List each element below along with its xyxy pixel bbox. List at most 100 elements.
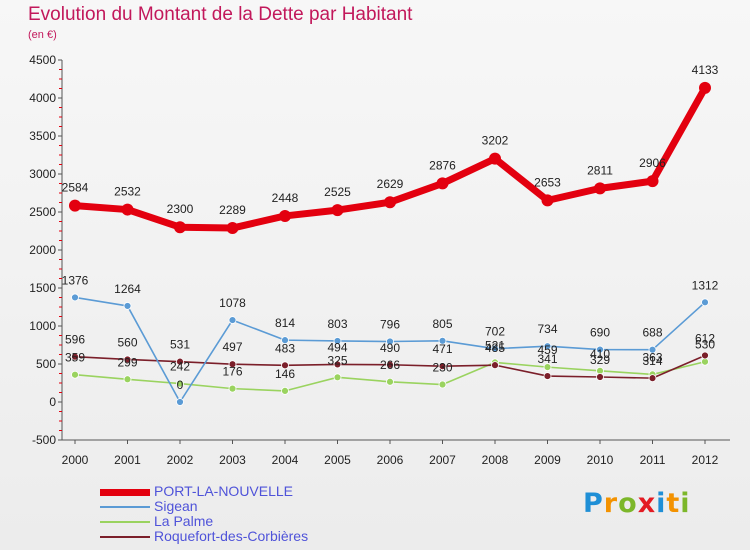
data-label: 702 [485,325,505,339]
data-label: 497 [222,340,242,354]
data-point [226,222,239,235]
brand-letter: r [603,488,619,519]
legend-label: Roquefort-des-Corbières [154,528,309,544]
x-tick-label: 2009 [534,453,561,467]
data-point [596,373,604,381]
data-label: 521 [485,338,505,352]
data-label: 359 [65,351,85,365]
x-tick-label: 2000 [62,453,89,467]
data-point [648,345,657,354]
x-tick-label: 2008 [482,453,509,467]
data-point [386,360,394,369]
legend-label: Sigean [154,498,198,514]
data-point [491,344,499,353]
legend-label: La Palme [154,513,214,529]
y-tick-label: 4500 [29,53,56,67]
chart-subtitle: (en €) [28,29,57,41]
data-label: 2876 [429,158,456,172]
data-point [228,384,237,393]
data-label: 2653 [534,175,561,189]
y-tick-label: 2500 [29,205,56,219]
data-label: 530 [695,338,715,352]
data-label: 146 [275,367,295,381]
data-point [646,175,659,188]
data-label: 2811 [587,163,613,177]
data-point [71,352,79,361]
legend-swatch [100,521,150,523]
data-point [333,373,342,382]
legend-item: PORT-LA-NOUVELLE [100,483,400,499]
data-point [438,336,447,345]
x-tick-label: 2002 [167,453,194,467]
data-point [331,204,344,217]
data-point [123,375,132,384]
data-label: 299 [117,355,137,369]
data-point [384,196,396,209]
data-label: 734 [537,322,557,336]
x-tick-label: 2010 [587,453,614,467]
data-label: 459 [537,343,557,357]
data-point [594,182,606,195]
data-label: 2448 [272,191,299,205]
data-label: 805 [432,317,452,331]
data-label: 329 [590,353,610,367]
data-point [648,374,657,383]
y-tick-label: 3000 [29,167,56,181]
data-label: 2289 [219,203,246,217]
data-label: 494 [327,340,347,354]
data-label: 796 [380,318,400,332]
data-label: 471 [432,342,452,356]
x-tick-label: 2003 [219,453,246,467]
data-label: 325 [327,353,347,367]
data-label: 2906 [639,156,666,170]
data-point [489,152,501,165]
data-point [123,355,132,364]
data-point [543,363,552,372]
data-point [699,81,711,94]
data-point [228,316,237,324]
data-point [279,209,291,222]
data-point [281,361,289,370]
legend-item: La Palme [100,513,400,529]
data-label: 2629 [377,177,404,191]
data-point [701,351,709,360]
data-point [543,342,552,351]
brand-logo: Proxiti [583,488,691,519]
brand-letter: o [618,488,638,519]
data-label: 2532 [114,185,141,199]
data-label: 0 [177,378,184,392]
data-point [174,221,186,234]
data-label: 3202 [482,134,509,148]
data-point [438,380,447,389]
brand-letter: i [656,488,667,519]
data-point [333,360,342,369]
data-label: 2300 [167,202,194,216]
data-label: 596 [65,333,85,347]
data-label: 612 [695,331,715,345]
data-point [541,194,554,207]
data-point [543,372,552,380]
brand-letter: i [680,488,691,519]
data-label: 410 [590,347,610,361]
data-point [228,360,237,369]
data-label: 1312 [692,278,719,292]
legend-label: PORT-LA-NOUVELLE [154,483,294,499]
brand-letter: P [583,488,604,519]
data-label: 803 [327,317,347,331]
legend-item: Roquefort-des-Corbières [100,528,400,544]
data-label: 314 [642,354,662,368]
data-label: 1376 [62,273,89,287]
data-label: 1078 [219,296,246,310]
data-label: 176 [222,365,242,379]
data-point [386,377,394,386]
x-tick-label: 2004 [272,453,299,467]
data-label: 4133 [692,63,719,77]
y-tick-label: 1000 [29,319,56,333]
brand-letter: x [637,488,657,519]
chart-title: Evolution du Montant de la Dette par Hab… [28,4,413,25]
data-label: 483 [275,341,295,355]
data-point [491,361,499,370]
data-point [281,387,289,395]
